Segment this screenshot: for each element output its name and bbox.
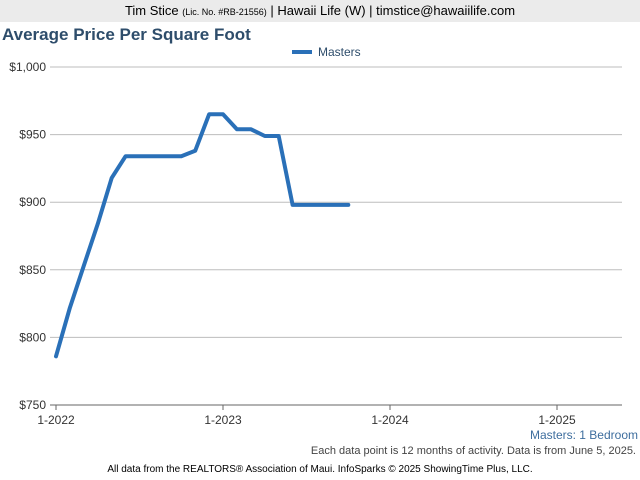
series-subnote: Masters: 1 Bedroom (529, 428, 638, 442)
x-tick-label: 1-2024 (371, 413, 409, 427)
y-tick-label: $900 (19, 195, 46, 209)
data-note: Each data point is 12 months of activity… (310, 445, 636, 457)
agent-contact: | Hawaii Life (W) | timstice@hawaiilife.… (266, 3, 516, 18)
y-tick-label: $950 (19, 128, 46, 142)
x-tick-label: 1-2022 (37, 413, 75, 427)
x-tick-label: 1-2025 (538, 413, 576, 427)
agent-name: Tim Stice (124, 3, 179, 18)
y-tick-label: $750 (19, 398, 46, 412)
series-line-masters (54, 112, 351, 359)
license-number: (Lic. No. #RB-21556) (182, 7, 267, 17)
y-tick-label: $800 (19, 330, 46, 344)
y-tick-label: $850 (19, 263, 46, 277)
header-bar: Tim Stice (Lic. No. #RB-21556) | Hawaii … (0, 0, 640, 22)
legend-swatch (292, 50, 312, 54)
x-tick-label: 1-2023 (204, 413, 242, 427)
legend-label: Masters (318, 45, 361, 59)
footer-credit: All data from the REALTORS® Association … (107, 464, 533, 475)
y-tick-label: $1,000 (9, 60, 46, 74)
chart-title: Average Price Per Square Foot (2, 25, 251, 44)
legend: Masters (292, 45, 361, 59)
